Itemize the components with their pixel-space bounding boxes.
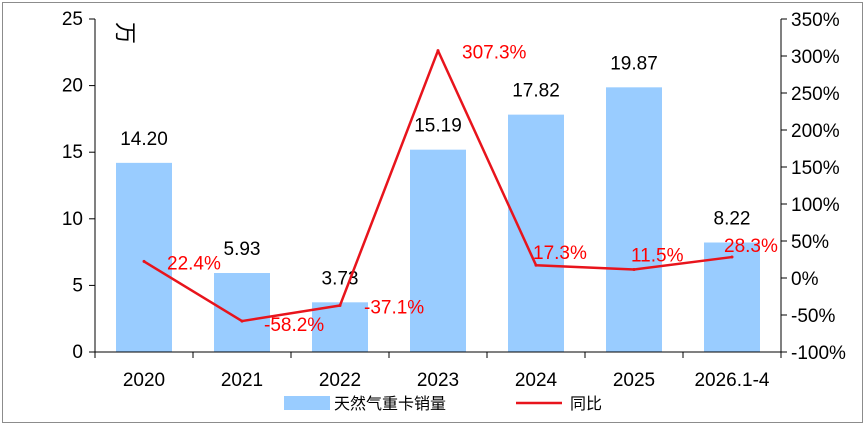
bar-2025 (606, 87, 662, 352)
right-tick-label: 200% (791, 121, 840, 142)
legend-line-label: 同比 (570, 394, 602, 413)
x-tick-label: 2024 (515, 370, 558, 391)
right-tick-label: -50% (791, 306, 835, 327)
left-tick-label: 15 (62, 142, 83, 163)
left-tick-label: 25 (62, 9, 83, 30)
x-tick-label: 2022 (319, 370, 361, 391)
x-tick-label: 2020 (123, 370, 165, 391)
bar-value-label: 19.87 (610, 53, 658, 74)
growth-label: -37.1% (364, 297, 424, 318)
growth-point (632, 267, 636, 271)
legend-bar-swatch (284, 396, 330, 410)
growth-label: 17.3% (533, 243, 587, 264)
bar-value-label: 5.93 (224, 239, 261, 260)
growth-point (240, 319, 244, 323)
growth-point (534, 263, 538, 267)
growth-label: 28.3% (724, 236, 778, 257)
bar-2023 (410, 149, 466, 352)
right-tick-label: 350% (791, 10, 840, 31)
legend-bar-label: 天然气重卡销量 (334, 394, 446, 413)
bar-value-label: 15.19 (414, 116, 462, 137)
x-tick-label: 2023 (417, 370, 459, 391)
growth-point (436, 49, 440, 53)
growth-label: 11.5% (631, 245, 684, 266)
growth-point (142, 259, 146, 263)
bar-value-label: 8.22 (714, 209, 751, 230)
right-tick-label: 50% (791, 232, 829, 253)
bar-2022 (312, 302, 368, 352)
left-tick-label: 10 (62, 209, 83, 230)
growth-label: -58.2% (264, 315, 324, 336)
right-tick-label: 150% (791, 158, 840, 179)
left-tick-label: 0 (72, 342, 83, 363)
bar-value-label: 17.82 (512, 81, 560, 102)
right-tick-label: 250% (791, 84, 840, 105)
growth-label: 22.4% (167, 253, 221, 274)
y-unit-label: 万 (112, 22, 137, 44)
left-tick-label: 5 (72, 275, 83, 296)
left-tick-label: 20 (62, 76, 83, 97)
growth-label: 307.3% (462, 43, 527, 64)
growth-point (730, 255, 734, 259)
x-tick-label: 2025 (613, 370, 655, 391)
right-tick-label: 100% (791, 195, 840, 216)
bar-2021 (214, 273, 270, 352)
growth-point (338, 303, 342, 307)
bar-2026.1-4 (704, 242, 760, 352)
x-tick-label: 2021 (221, 370, 263, 391)
right-tick-label: -100% (791, 343, 846, 364)
right-tick-label: 0% (791, 269, 819, 290)
right-tick-label: 300% (791, 47, 840, 68)
x-tick-label: 2026.1-4 (694, 370, 769, 391)
bar-value-label: 14.20 (120, 129, 168, 150)
bar-2020 (116, 162, 172, 352)
bar-2024 (508, 114, 564, 352)
